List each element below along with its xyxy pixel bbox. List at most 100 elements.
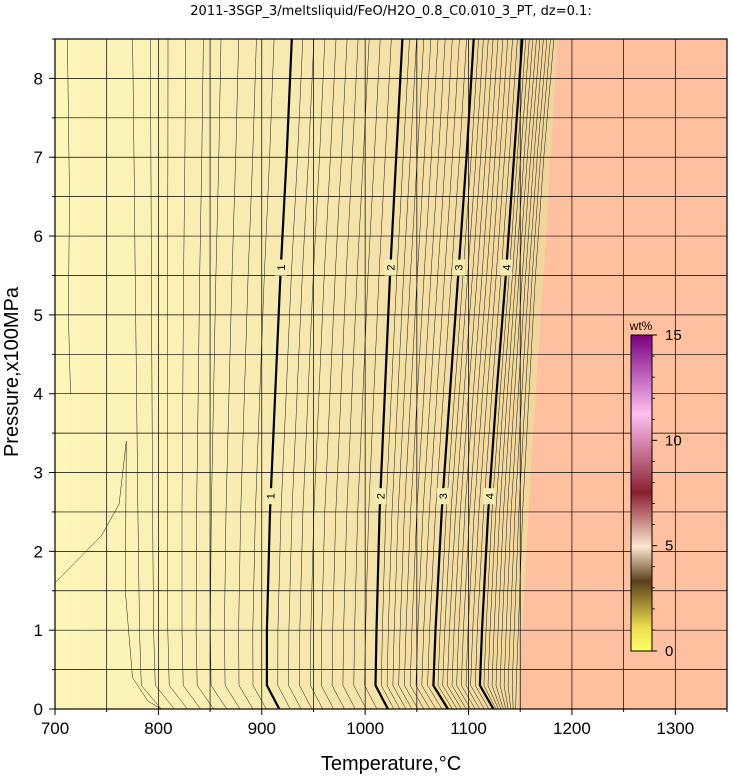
minor-contour-2: [167, 39, 188, 709]
colorbar-unit: wt%: [629, 319, 653, 333]
minor-contour-14: [331, 39, 359, 709]
grid-lines: [55, 39, 727, 709]
y-axis-ticks: 0 1 2 3 4 5 6 7 8: [34, 38, 55, 719]
minor-contour-33: [465, 39, 508, 709]
contour-label-bg: [374, 488, 387, 505]
minor-contour-43: [511, 39, 551, 709]
y-tick-label: 4: [34, 385, 43, 404]
minor-contour-39: [495, 39, 537, 709]
minor-contour-17: [364, 39, 392, 709]
minor-contour-31: [456, 39, 499, 709]
y-tick-label: 6: [34, 227, 43, 246]
major-contour-4: [478, 39, 524, 709]
minor-contour-40: [499, 39, 541, 709]
major-contour-3: [432, 39, 475, 709]
chart-title: 2011-3SGP_3/meltsliquid/FeO/H2O_0.8_C0.0…: [190, 4, 591, 19]
contour-label-4: 4: [501, 265, 513, 271]
contour-label-2: 2: [375, 493, 387, 499]
minor-contour-25: [421, 39, 460, 709]
minor-contour-13: [320, 39, 348, 709]
y-tick-label: 1: [34, 621, 43, 640]
minor-contour-21: [398, 39, 432, 709]
minor-contour-44: [515, 39, 555, 709]
colorbar-ramp: [630, 334, 653, 652]
minor-contour-7: [238, 39, 257, 709]
contour-label-4: 4: [484, 493, 496, 499]
x-tick-label: 1100: [450, 719, 487, 738]
plot-frame: [54, 38, 728, 710]
minor-contour-28: [442, 39, 484, 709]
x-tick-label: 1200: [553, 719, 591, 738]
minor-contour-26: [427, 39, 467, 709]
x-axis-label: Temperature,°C: [321, 753, 461, 775]
colorbar-tick-label: 10: [665, 432, 682, 449]
x-axis-ticks: 700 800 900 1000 1100 1200 1300: [41, 709, 728, 738]
colorbar: wt% 0 5 10 15: [629, 319, 682, 660]
y-tick-label: 2: [34, 542, 43, 561]
minor-contour-24: [415, 39, 453, 709]
contour-label-1: 1: [276, 265, 288, 271]
x-tick-label: 1300: [656, 719, 694, 738]
minor-contour-15: [342, 39, 370, 709]
minor-contour-41: [503, 39, 544, 709]
minor-contour-32: [461, 39, 504, 709]
plot-area: [55, 39, 727, 709]
minor-contour-27: [437, 39, 479, 709]
minor-contour-36: [483, 39, 527, 709]
y-tick-label: 5: [34, 306, 43, 325]
minor-contour-1: [150, 39, 175, 709]
minor-contours: [55, 39, 555, 709]
minor-contour-34: [470, 39, 513, 709]
major-contours: [265, 39, 524, 709]
colorbar-tick-label: 15: [665, 327, 682, 344]
contour-label-bg: [274, 259, 287, 276]
minor-contour-16: [353, 39, 381, 709]
minor-contour-42: [507, 39, 548, 709]
x-tick-label: 900: [248, 719, 276, 738]
minor-contour-20: [392, 39, 425, 709]
contour-label-bg: [436, 488, 449, 505]
minor-contour-3: [181, 39, 201, 709]
contour-label-bg: [384, 259, 397, 276]
minor-contour-8: [252, 39, 275, 709]
x-tick-label: 700: [41, 719, 69, 738]
contour-label-2: 2: [385, 265, 397, 271]
contour-label-bg: [500, 259, 513, 276]
minor-contour-10: [288, 39, 315, 709]
melt-region: [55, 39, 558, 709]
contour-label-bg: [452, 259, 465, 276]
minor-contour-11: [299, 39, 326, 709]
major-contour-1: [265, 39, 293, 709]
y-tick-label: 3: [34, 464, 43, 483]
minor-contour-37: [487, 39, 530, 709]
minor-contour-29: [447, 39, 489, 709]
minor-contour-38: [491, 39, 534, 709]
minor-contour-12: [310, 39, 337, 709]
x-tick-label: 800: [144, 719, 172, 738]
minor-contour-22: [404, 39, 439, 709]
minor-contour-18: [381, 39, 410, 709]
minor-contour-0: [132, 39, 162, 709]
y-tick-label: 0: [34, 700, 43, 719]
minor-contour-45: [55, 440, 162, 709]
contour-labels: 1 1 2 2 3 3 4 4: [264, 259, 513, 505]
y-tick-label: 7: [34, 148, 43, 167]
minor-contour-35: [475, 39, 518, 709]
colorbar-tick-label: 5: [665, 538, 673, 555]
minor-contour-5: [210, 39, 227, 709]
colorbar-tick-label: 0: [665, 643, 673, 660]
contour-label-3: 3: [438, 493, 450, 499]
contour-label-bg: [264, 488, 277, 505]
y-axis-label: Pressure,x100MPa: [1, 286, 23, 457]
contour-label-bg: [483, 488, 496, 505]
minor-contour-30: [451, 39, 494, 709]
contour-label-1: 1: [266, 493, 278, 499]
minor-contour-6: [224, 39, 241, 709]
minor-contour-23: [409, 39, 446, 709]
contour-label-3: 3: [454, 265, 466, 271]
colorbar-ticks: 0 5 10 15: [652, 327, 682, 660]
major-contour-2: [374, 39, 404, 709]
minor-contour-19: [386, 39, 417, 709]
x-tick-label: 1000: [346, 719, 384, 738]
